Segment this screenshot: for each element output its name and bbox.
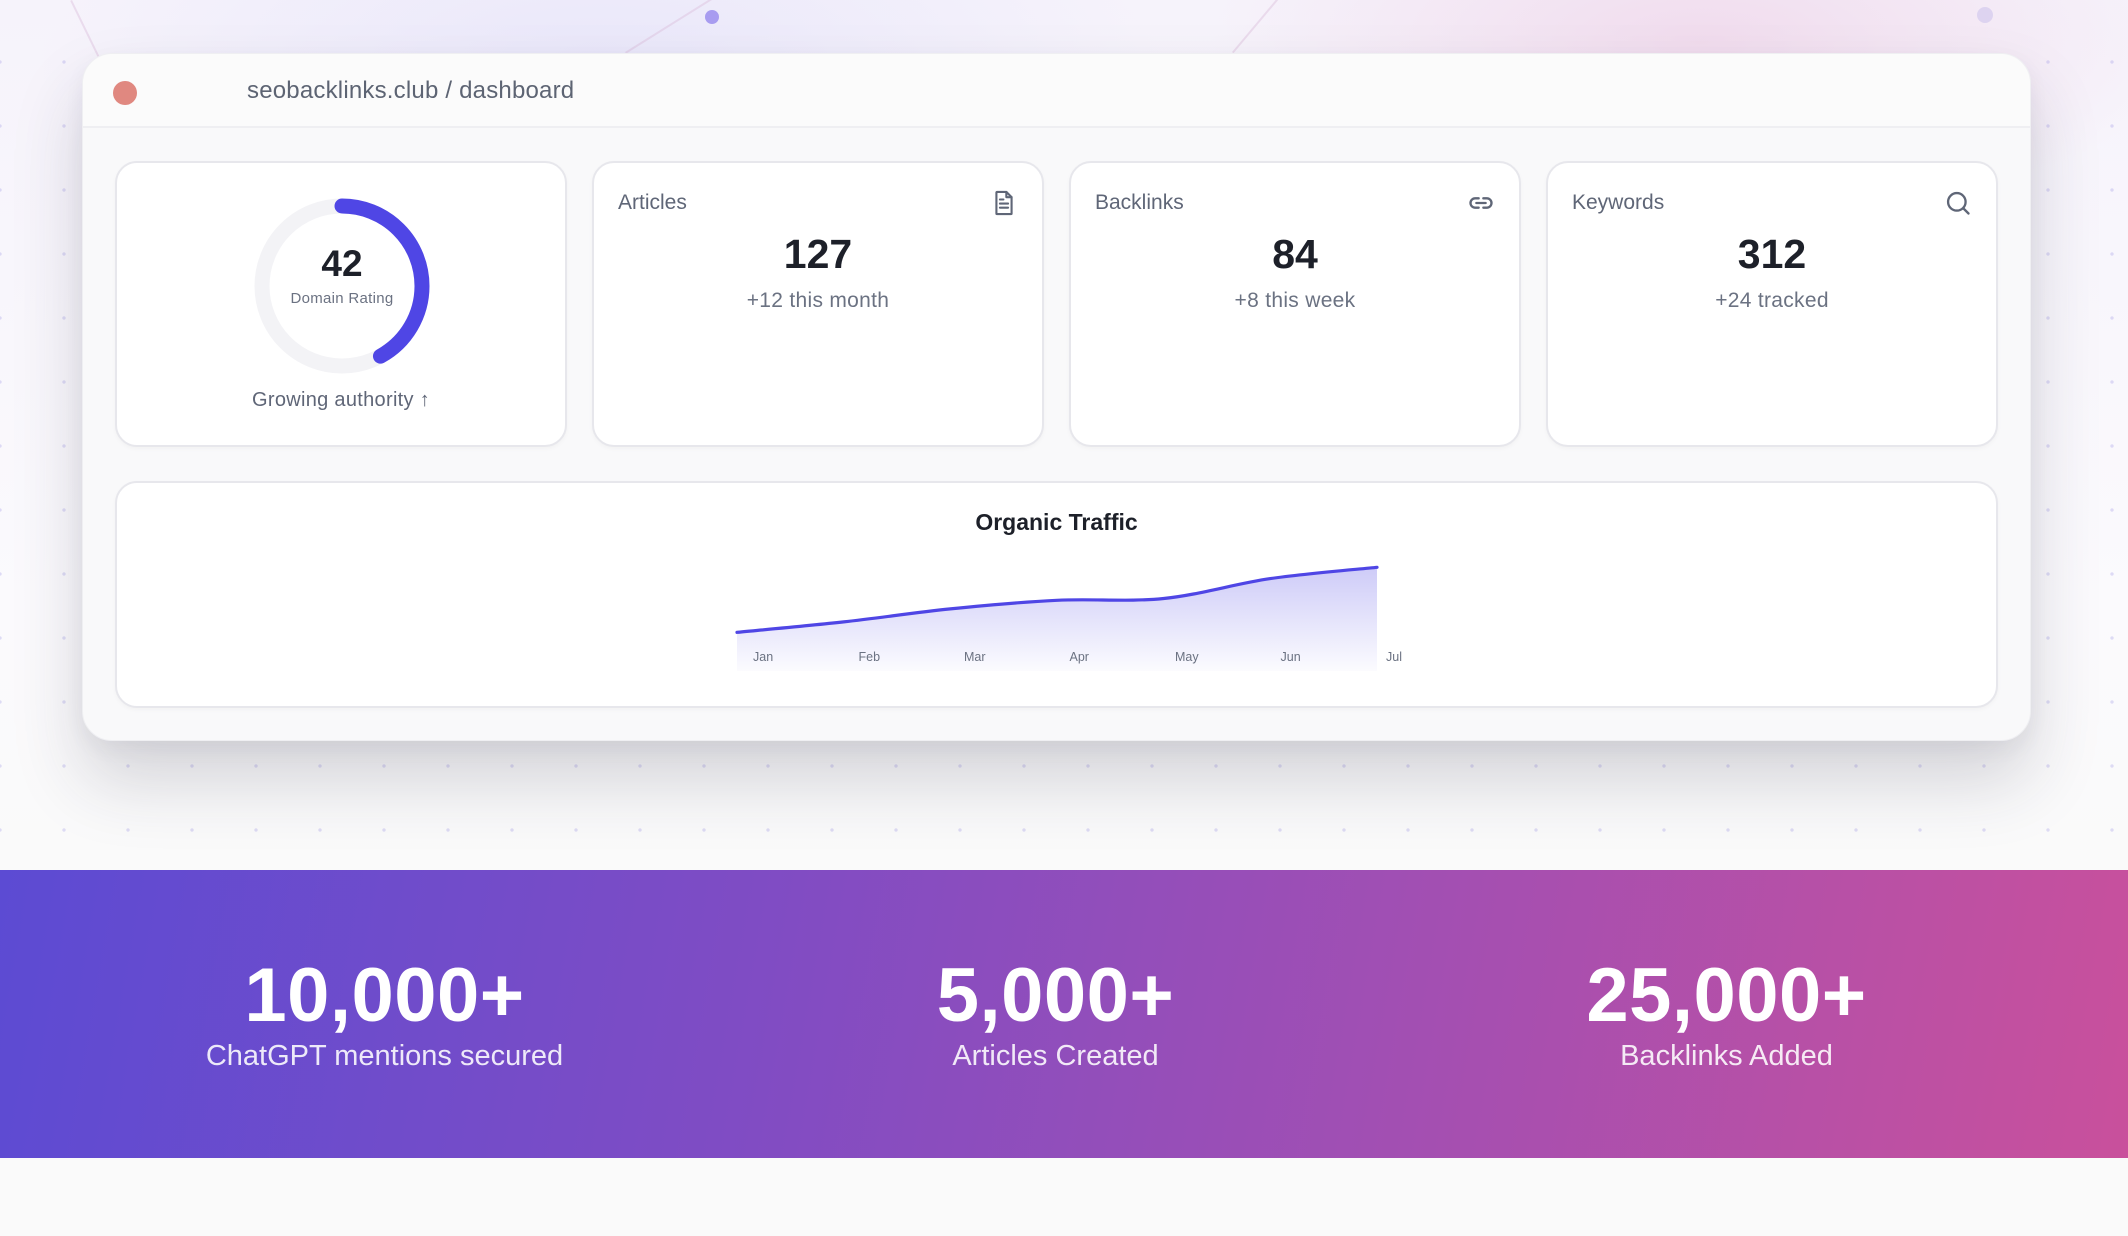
- x-axis-label: Feb: [859, 650, 881, 664]
- stat-subtext: +8 this week: [1234, 289, 1356, 312]
- close-window-dot[interactable]: [113, 81, 137, 105]
- organic-traffic-card: Organic Traffic Jan Feb Mar Apr May Jun Jul: [115, 481, 1998, 708]
- banner-stat-caption: Articles Created: [952, 1040, 1159, 1072]
- stat-subtext: +12 this month: [746, 289, 890, 312]
- domain-rating-label: Domain Rating: [290, 290, 394, 307]
- stat-label: Backlinks: [1095, 191, 1184, 214]
- x-axis-label: Apr: [1070, 650, 1089, 664]
- stat-value: 127: [783, 231, 853, 277]
- decorative-dot: [1977, 7, 1993, 23]
- window-title: seobacklinks.club / dashboard: [247, 77, 575, 104]
- document-icon: [995, 190, 1013, 216]
- x-axis-label: Jun: [1281, 650, 1301, 664]
- x-axis-labels: Jan Feb Mar Apr May Jun Jul: [753, 650, 1402, 664]
- banner-stat-backlinks: 25,000+ Backlinks Added: [1372, 870, 2081, 1158]
- stat-label: Articles: [618, 191, 687, 214]
- stat-card-articles: Articles 127 +12 this month: [592, 161, 1044, 447]
- banner-stat-caption: Backlinks Added: [1620, 1040, 1833, 1072]
- window-header: seobacklinks.club / dashboard: [83, 54, 2030, 128]
- banner-stat-number: 10,000+: [244, 953, 525, 1038]
- domain-rating-ring: 42 Domain Rating: [252, 196, 432, 376]
- domain-rating-value: 42: [321, 243, 363, 284]
- stat-card-keywords: Keywords 312 +24 tracked: [1546, 161, 1998, 447]
- decorative-dot: [705, 10, 719, 24]
- stat-label: Keywords: [1572, 191, 1665, 214]
- x-axis-label: Mar: [964, 650, 986, 664]
- banner-stat-caption: ChatGPT mentions secured: [205, 1040, 564, 1072]
- dashboard-window: seobacklinks.club / dashboard 42 Domain …: [82, 53, 2031, 741]
- progress-ring-icon: [254, 198, 430, 374]
- search-icon: [1946, 191, 1970, 215]
- x-axis-label: May: [1175, 650, 1199, 664]
- stat-card-backlinks: Backlinks 84 +8 this week: [1069, 161, 1521, 447]
- chart-title: Organic Traffic: [975, 509, 1138, 535]
- banner-stat-chatgpt: 10,000+ ChatGPT mentions secured: [30, 870, 739, 1158]
- x-axis-label: Jul: [1386, 650, 1402, 664]
- domain-rating-card: 42 Domain Rating Growing authority ↑: [115, 161, 567, 447]
- x-axis-label: Jan: [753, 650, 773, 664]
- banner-stat-articles: 5,000+ Articles Created: [701, 870, 1410, 1158]
- stat-value: 84: [1272, 231, 1318, 277]
- stat-subtext: +24 tracked: [1715, 289, 1829, 312]
- stat-value: 312: [1737, 231, 1807, 277]
- banner-stat-number: 25,000+: [1586, 953, 1867, 1038]
- stats-banner: 10,000+ ChatGPT mentions secured 5,000+ …: [0, 870, 2128, 1158]
- organic-traffic-chart: Jan Feb Mar Apr May Jun Jul: [735, 565, 1402, 671]
- banner-stat-number: 5,000+: [936, 953, 1175, 1038]
- domain-rating-caption: Growing authority ↑: [252, 389, 430, 411]
- link-icon: [1469, 197, 1493, 209]
